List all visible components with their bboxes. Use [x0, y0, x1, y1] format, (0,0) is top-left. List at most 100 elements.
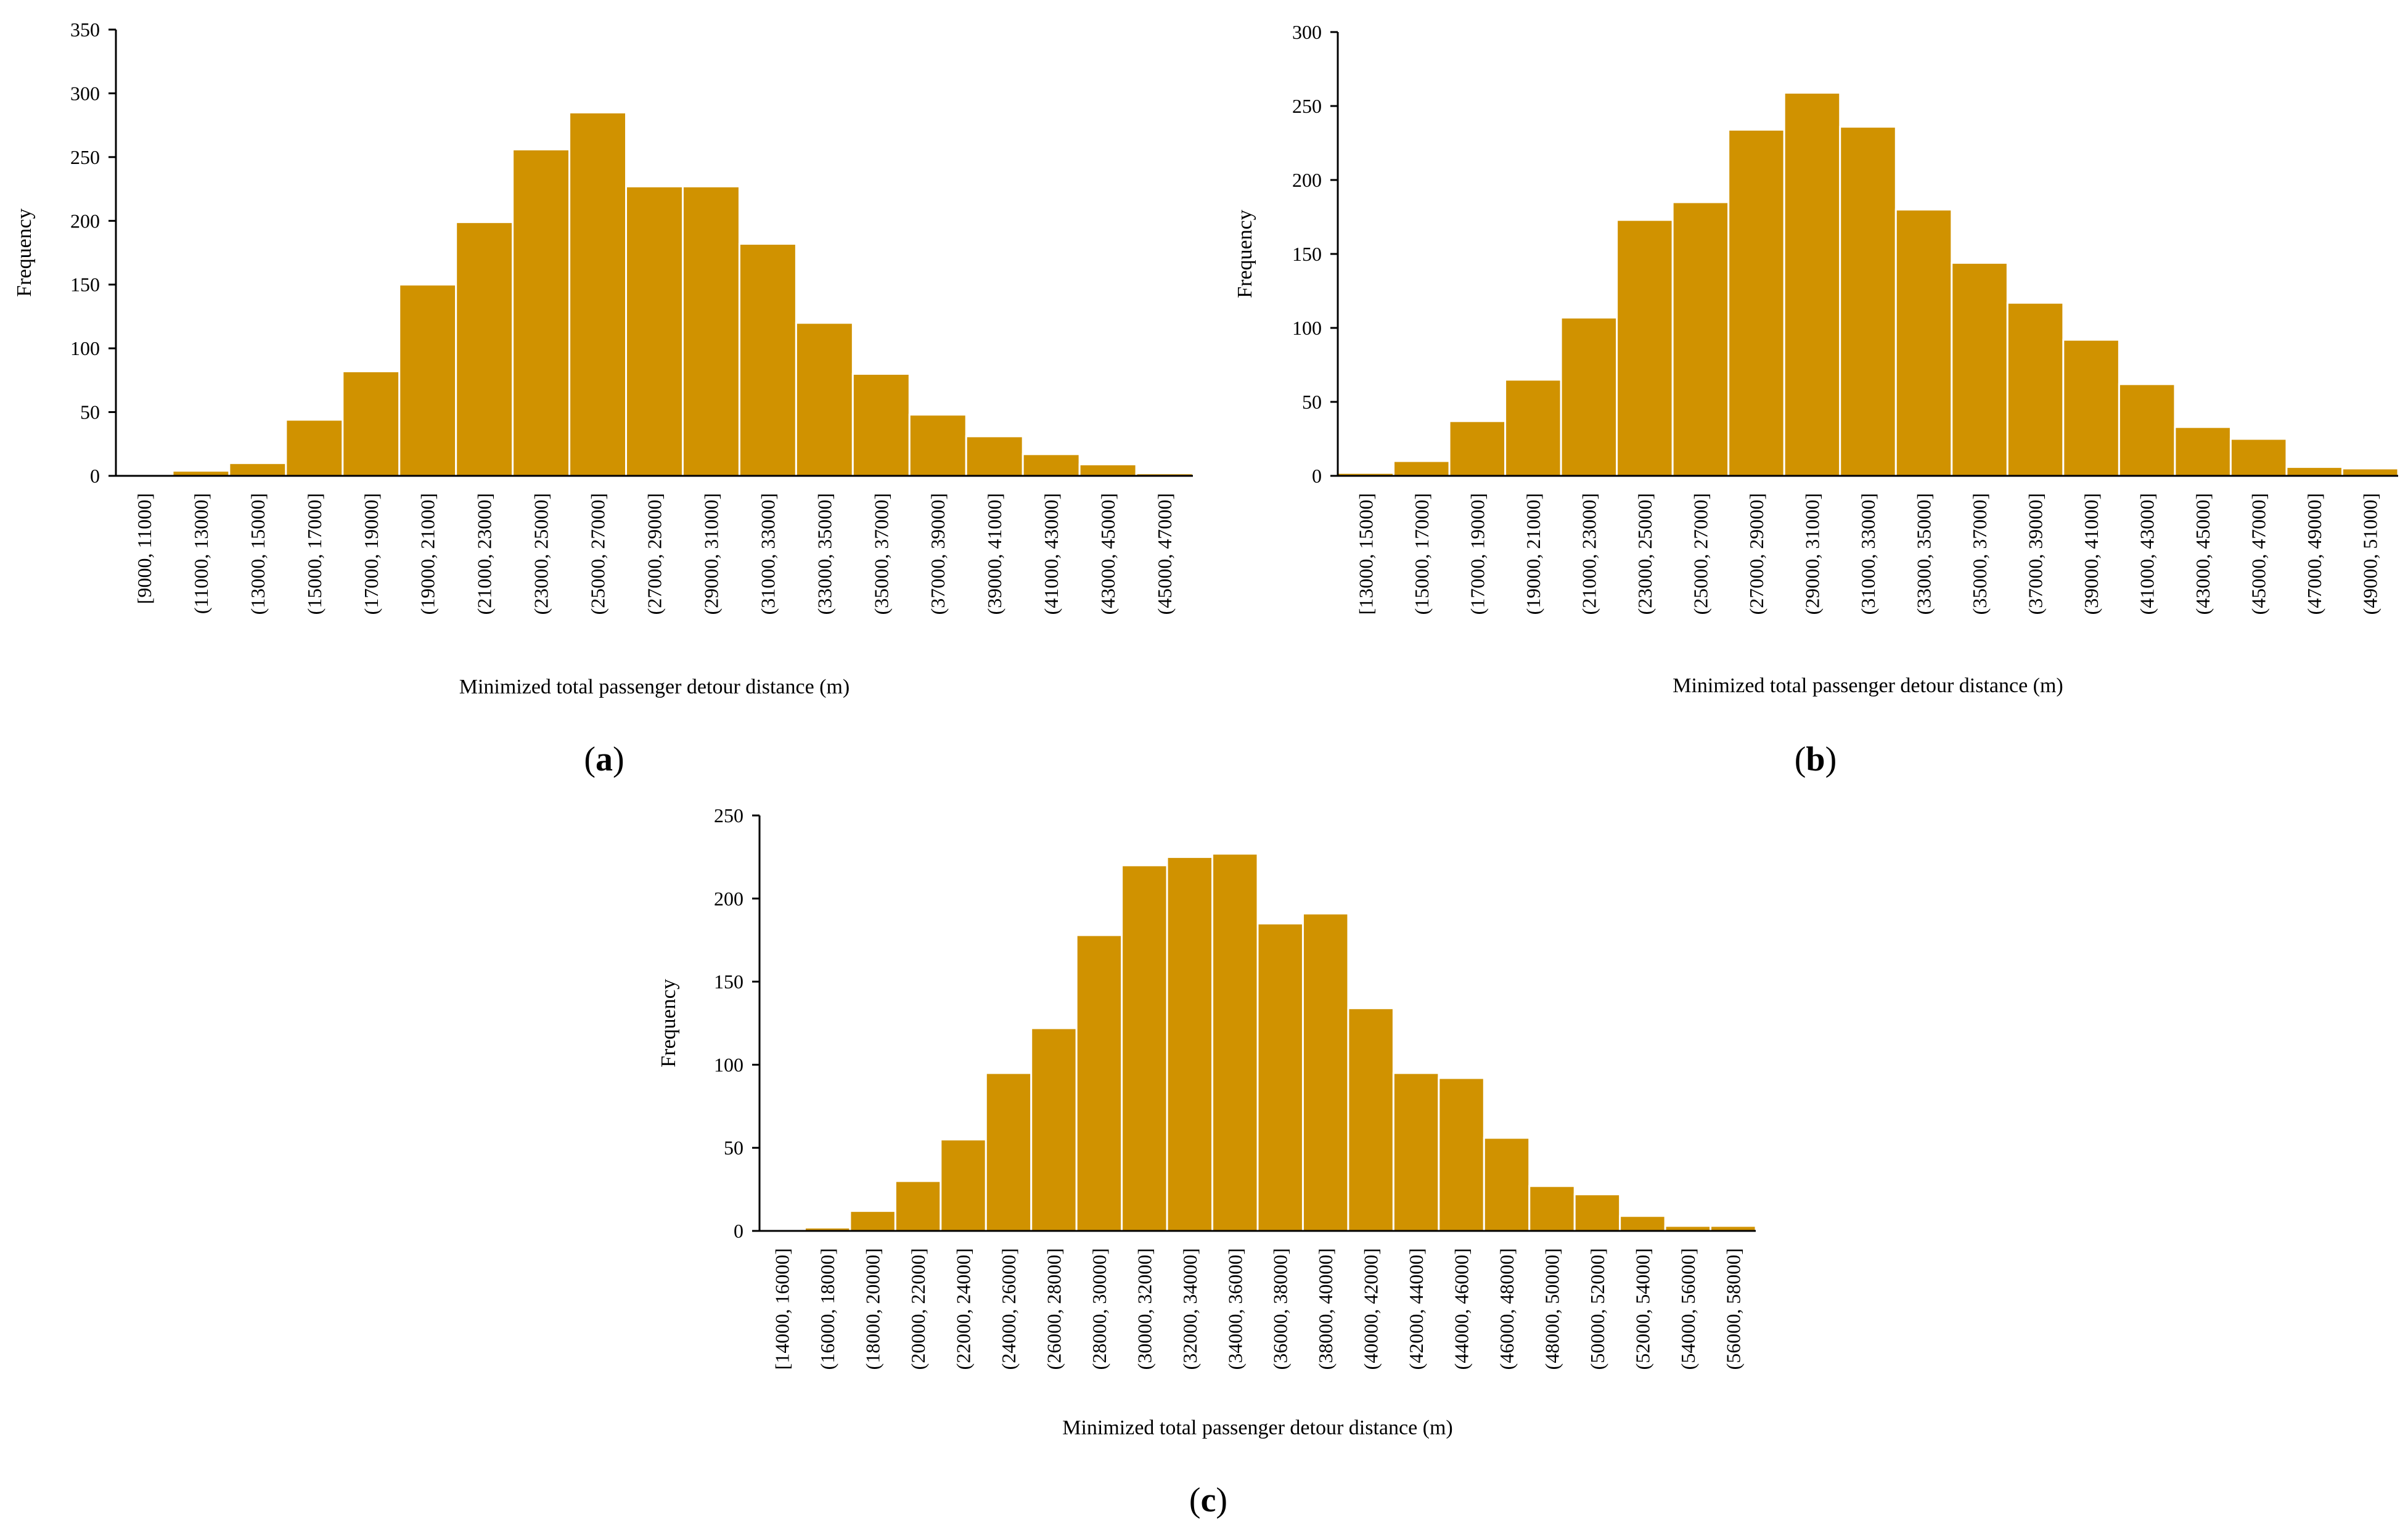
y-tick-label: 350 [70, 18, 100, 41]
bar [625, 185, 684, 477]
x-tick-label: (21000, 23000] [1578, 493, 1600, 615]
y-axis-title: Frequency [13, 208, 36, 297]
bar [2006, 301, 2065, 477]
y-tick-label: 200 [70, 210, 100, 232]
bar [1347, 1007, 1394, 1232]
y-tick-label: 200 [1292, 169, 1322, 191]
x-tick-label: [14000, 16000] [771, 1248, 793, 1370]
x-tick-label: (32000, 34000] [1179, 1248, 1201, 1370]
y-axis-title: Frequency [1234, 210, 1256, 298]
y-tick-label: 0 [734, 1220, 743, 1242]
x-tick-label: (49000, 51000] [2359, 493, 2381, 615]
bar [908, 414, 967, 477]
x-tick-label: (15000, 17000] [303, 493, 326, 615]
x-tick-label: (26000, 28000] [1042, 1248, 1065, 1370]
y-tick-label: 150 [714, 971, 743, 993]
x-tick-label: (28000, 30000] [1088, 1248, 1110, 1370]
x-tick-label: (19000, 21000] [417, 493, 439, 615]
x-tick-label: (39000, 41000] [2080, 493, 2102, 615]
x-tick-label: (35000, 37000] [870, 493, 892, 615]
x-tick-label: (16000, 18000] [816, 1248, 838, 1370]
x-tick-label: (11000, 13000] [190, 493, 212, 614]
bar [2174, 426, 2232, 477]
x-tick-label: (31000, 33000] [1857, 493, 1879, 615]
bar [2062, 338, 2120, 477]
x-tick-label: (56000, 58000] [1722, 1248, 1744, 1370]
bar [894, 1180, 942, 1232]
bar [1211, 852, 1259, 1232]
y-tick-label: 150 [70, 274, 100, 296]
bar [342, 370, 401, 477]
bar [1671, 201, 1730, 477]
bar [851, 373, 911, 477]
x-tick-label: (20000, 22000] [907, 1248, 929, 1370]
x-tick-label: (15000, 17000] [1411, 493, 1433, 615]
y-tick-label: 50 [80, 401, 100, 423]
bar [1783, 91, 1841, 477]
bar [1022, 453, 1081, 477]
x-tick-label: (13000, 15000] [247, 493, 269, 615]
x-tick-label: (52000, 54000] [1631, 1248, 1653, 1370]
bar [1256, 922, 1304, 1232]
bar [1078, 463, 1137, 477]
x-tick-label: (27000, 29000] [644, 493, 666, 615]
y-axis-title: Frequency [657, 979, 680, 1068]
x-tick-label: (45000, 47000] [1153, 493, 1176, 615]
bar [985, 1072, 1033, 1232]
bar [1560, 316, 1618, 477]
x-tick-label: (34000, 36000] [1224, 1248, 1246, 1370]
y-tick-label: 100 [70, 337, 100, 359]
x-tick-label: (31000, 33000] [756, 493, 779, 615]
x-axis-title: Minimized total passenger detour distanc… [459, 676, 850, 698]
y-tick-label: 100 [1292, 317, 1322, 339]
panel-label: (c) [1189, 1481, 1227, 1519]
bar [1616, 219, 1674, 477]
bar [965, 435, 1024, 477]
bar [1030, 1027, 1078, 1232]
x-tick-label: (25000, 27000] [587, 493, 609, 615]
y-tick-label: 150 [1292, 243, 1322, 265]
chart-panel-c: 0 50 100 150 200 250 [14000, 16000] (16000, 180… [657, 804, 1757, 1519]
x-tick-label: (18000, 20000] [862, 1248, 884, 1370]
x-tick-label: (44000, 46000] [1451, 1248, 1473, 1370]
bar [1392, 1072, 1440, 1232]
x-tick-label: (33000, 35000] [813, 493, 835, 615]
bar [285, 419, 344, 477]
x-tick-label: (22000, 24000] [952, 1248, 975, 1370]
bar [1951, 261, 2009, 477]
x-tick-label: (50000, 52000] [1586, 1248, 1608, 1370]
x-tick-label: (23000, 25000] [530, 493, 552, 615]
panel-label: (b) [1795, 740, 1837, 778]
x-tick-label: (43000, 45000] [2192, 493, 2214, 615]
y-tick-label: 300 [1292, 21, 1322, 43]
chart-panel-a: 0 50 100 150 200 250 300 350 [9000, 11000] (11000… [13, 18, 1194, 778]
x-tick-label: (17000, 19000] [1466, 493, 1488, 615]
bar [568, 111, 628, 477]
x-tick-label: (29000, 31000] [700, 493, 722, 615]
x-tick-label: (25000, 27000] [1689, 493, 1711, 615]
y-tick-label: 250 [1292, 95, 1322, 117]
bar [455, 221, 514, 477]
x-tick-label: (29000, 31000] [1801, 493, 1823, 615]
bar [1121, 864, 1168, 1232]
x-tick-label: (39000, 41000] [983, 493, 1005, 615]
bar [1727, 128, 1785, 477]
x-tick-label: (43000, 45000] [1097, 493, 1119, 615]
y-tick-label: 0 [90, 465, 100, 487]
y-tick-label: 50 [1302, 391, 1322, 413]
bar [2118, 383, 2176, 477]
bar [2229, 438, 2288, 477]
x-tick-label: (48000, 50000] [1541, 1248, 1563, 1370]
panel-label: (a) [584, 740, 624, 778]
y-tick-label: 200 [714, 888, 743, 910]
bar [1393, 460, 1451, 477]
x-tick-label: (42000, 44000] [1405, 1248, 1427, 1370]
y-tick-label: 250 [714, 804, 743, 827]
bar [1301, 912, 1349, 1232]
bar [940, 1138, 987, 1232]
x-tick-label: (30000, 32000] [1133, 1248, 1155, 1370]
bar [398, 284, 457, 477]
x-tick-label: (37000, 39000] [927, 493, 949, 615]
x-tick-label: (23000, 25000] [1634, 493, 1656, 615]
